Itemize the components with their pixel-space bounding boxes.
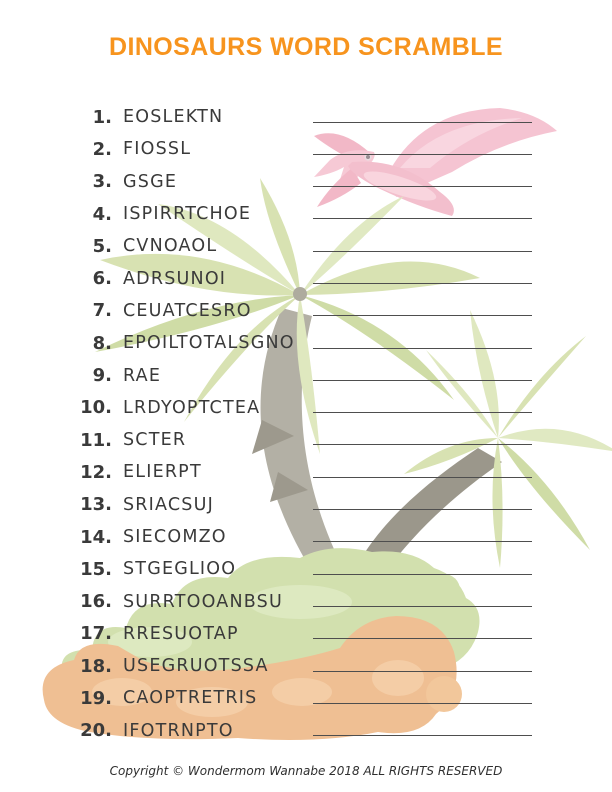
scrambled-word: SIECOMZO [123,527,227,547]
list-item: 9. RAE [0,359,612,391]
answer-line [313,347,532,349]
list-item: 12. ELIERPT [0,456,612,488]
item-number: 15. [80,558,112,580]
item-number: 9. [92,365,112,387]
list-item: 14. SIECOMZO [0,521,612,553]
scrambled-word: CVNOAOL [123,236,218,257]
answer-line [313,412,532,414]
item-number: 3. [92,171,112,193]
scrambled-word: ELIERPT [123,462,202,483]
answer-line [313,670,532,672]
list-item: 2. FIOSSL [0,133,612,165]
item-number: 10. [80,397,112,419]
scrambled-word: FIOSSL [123,139,192,160]
answer-line [313,702,532,704]
answer-line [313,476,532,478]
scrambled-word: LRDYOPTCTEA [123,397,261,418]
list-item: 18. USEGRUOTSSA [0,650,612,682]
list-item: 15. STGEGLIOO [0,553,612,585]
list-item: 11. SCTER [0,424,612,456]
palm-fronds-right [404,310,612,568]
item-number: 2. [92,138,112,160]
list-item: 1. EOSLEKTN [0,101,612,133]
answer-line [313,541,532,543]
item-number: 4. [92,203,112,225]
item-number: 11. [80,429,112,451]
answer-line [313,121,532,123]
answer-line [313,186,532,188]
answer-line [313,638,532,640]
answer-line [313,379,532,381]
answer-line [313,282,532,284]
scrambled-word: EOSLEKTN [123,107,224,128]
answer-line [313,315,532,317]
list-item: 4. ISPIRRTCHOE [0,198,612,230]
list-item: 3. GSGE [0,166,612,198]
page-title: DINOSAURS WORD SCRAMBLE [109,33,503,61]
answer-line [313,509,532,511]
item-number: 14. [80,526,112,548]
item-number: 1. [92,106,112,128]
scrambled-word: RAE [123,365,162,386]
answer-line [313,444,532,446]
scrambled-word: CEUATCESRO [123,300,252,321]
item-number: 5. [92,235,112,257]
item-number: 8. [92,332,112,354]
sand-patch [42,616,462,740]
item-number: 12. [80,461,112,483]
pterodactyl-icon [314,108,557,216]
item-number: 7. [92,300,112,322]
item-number: 20. [80,720,112,742]
item-number: 16. [80,591,112,613]
scrambled-word: RRESUOTAP [123,623,239,644]
answer-line [313,218,532,220]
scrambled-word: CAOPTRETRIS [123,688,258,709]
scrambled-word: SRIACSUJ [123,494,214,515]
list-item: 17. RRESUOTAP [0,618,612,650]
palm-fronds-left [95,178,480,454]
answer-line [313,735,532,737]
list-item: 8. EPOILTOTALSGNO [0,327,612,359]
list-item: 6. ADRSUNOI [0,262,612,294]
scrambled-word: IFOTRNPTO [123,720,234,741]
answer-line [313,605,532,607]
scrambled-word: ADRSUNOI [123,268,227,289]
answer-line [313,573,532,575]
palm-trunks [252,308,502,578]
list-item: 19. CAOPTRETRIS [0,682,612,714]
scrambled-word: SURRTOOANBSU [123,591,283,612]
scrambled-word: STGEGLIOO [123,559,237,580]
answer-line [313,250,532,252]
item-number: 19. [80,687,112,709]
list-item: 7. CEUATCESRO [0,295,612,327]
scrambled-word: SCTER [123,430,187,451]
scrambled-word: USEGRUOTSSA [123,656,269,677]
list-item: 5. CVNOAOL [0,230,612,262]
copyright-footer: Copyright © Wondermom Wannabe 2018 ALL R… [109,764,503,778]
list-item: 20. IFOTRNPTO [0,715,612,747]
scrambled-word: ISPIRRTCHOE [123,204,252,225]
list-item: 16. SURRTOOANBSU [0,585,612,617]
item-number: 18. [80,655,112,677]
scramble-list: 1. EOSLEKTN 2. FIOSSL 3. GSGE 4. ISPIRRT… [0,101,612,747]
scrambled-word: EPOILTOTALSGNO [123,333,295,354]
scrambled-word: GSGE [123,171,178,192]
item-number: 13. [80,494,112,516]
answer-line [313,153,532,155]
list-item: 13. SRIACSUJ [0,489,612,521]
list-item: 10. LRDYOPTCTEA [0,392,612,424]
item-number: 17. [80,623,112,645]
item-number: 6. [92,268,112,290]
